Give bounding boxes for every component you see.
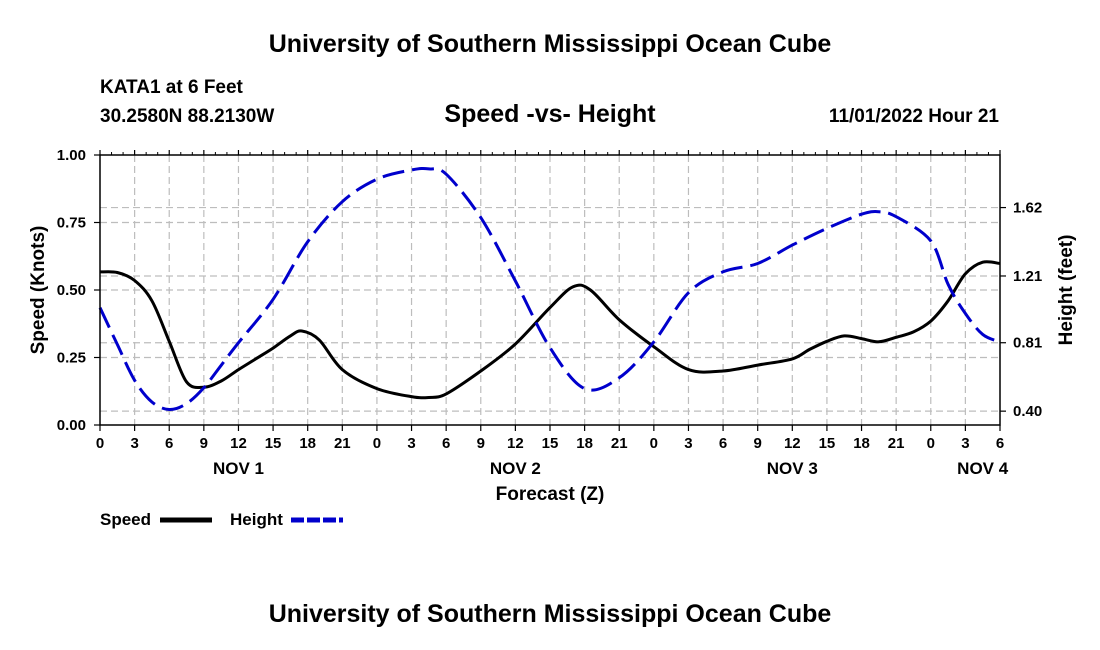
x-tick-label: 6 [719,435,727,452]
x-tick-label: 18 [576,435,593,452]
forecast-datetime: 11/01/2022 Hour 21 [828,106,999,127]
x-tick-label: 21 [888,435,905,452]
x-tick-label: 9 [200,435,208,452]
series-layer [98,166,1001,412]
x-tick-label: 3 [130,435,138,452]
series-line-speed [99,260,1001,400]
x-tick-label: 12 [507,435,524,452]
footer-title: University of Southern Mississippi Ocean… [268,600,832,628]
day-label: NOV 4 [957,459,1009,478]
x-tick-label: 21 [611,435,628,452]
x-tick-label: 18 [853,435,870,452]
y-tick-label: 0.75 [57,215,86,232]
x-tick-label: 0 [373,435,381,452]
y-tick-label: 0.00 [57,417,86,434]
x-tick-label: 3 [684,435,692,452]
x-tick-label: 15 [265,435,282,452]
y-axis-title-right: Height (feet) [1056,235,1077,346]
day-label: NOV 3 [767,459,818,478]
axis-layer: 0 3 6 9 12 15 18 21 0 3 6 9 12 15 18 21 0 3 6 9 12 15 18 21 0 3 6 N… [57,147,1042,478]
y2-tick-label: 1.62 [1013,200,1042,217]
day-label: NOV 2 [490,459,541,478]
y2-tick-label: 1.21 [1013,268,1042,285]
y-tick-label: 0.50 [57,282,86,299]
y2-tick-label: 0.81 [1013,335,1042,352]
x-tick-label: 3 [407,435,415,452]
x-tick-label: 0 [927,435,935,452]
x-tick-label: 21 [334,435,351,452]
x-tick-label: 6 [442,435,450,452]
y-axis-title-left: Speed (Knots) [28,226,49,355]
legend-label-height: Height [230,510,283,529]
station-coordinates: 30.2580N 88.2130W [100,106,275,127]
x-tick-label: 15 [819,435,836,452]
x-tick-label: 6 [996,435,1004,452]
grid-layer [100,155,1000,425]
series-line-height [98,166,1001,412]
chart-main-title: University of Southern Mississippi Ocean… [268,30,832,58]
y-tick-label: 1.00 [57,147,86,164]
x-tick-label: 18 [299,435,316,452]
x-tick-label: 12 [230,435,247,452]
x-axis-title: Forecast (Z) [496,484,605,505]
x-tick-label: 12 [784,435,801,452]
x-tick-label: 9 [754,435,762,452]
y2-tick-label: 0.40 [1013,403,1042,420]
y-tick-label: 0.25 [57,350,86,367]
legend: Speed Height [100,510,343,529]
x-tick-label: 9 [477,435,485,452]
x-tick-label: 3 [961,435,969,452]
day-label: NOV 1 [213,459,264,478]
chart-subtitle: Speed -vs- Height [444,100,656,128]
legend-label-speed: Speed [100,510,151,529]
station-label: KATA1 at 6 Feet [100,77,243,98]
x-tick-label: 0 [96,435,104,452]
x-tick-label: 0 [650,435,658,452]
x-tick-label: 6 [165,435,173,452]
x-tick-label: 15 [542,435,559,452]
